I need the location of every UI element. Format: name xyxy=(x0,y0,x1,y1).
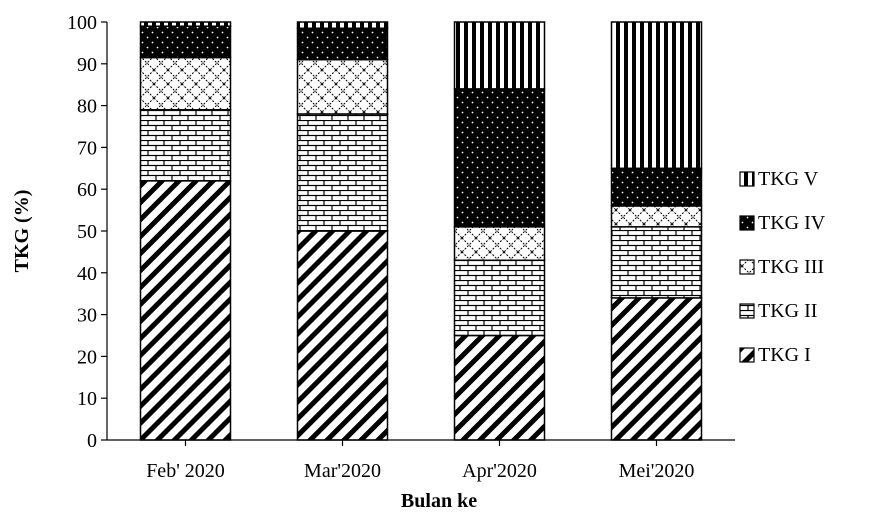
bar-tkg-iv-feb-2020 xyxy=(139,25,232,59)
bar-tkg-i-mar-2020 xyxy=(296,230,389,441)
bar-tkg-i-apr-2020 xyxy=(453,334,546,441)
legend-swatch-tkg-iv xyxy=(739,215,755,231)
axes-group: Feb' 2020 Mar'2020 Apr'2020 Mei'2020 0 10 20 30… xyxy=(67,12,735,482)
x-tick-label: Mar'2020 xyxy=(304,460,381,482)
bar-tkg-v-apr-2020 xyxy=(453,21,546,90)
legend-label-tkg-ii: TKG II xyxy=(758,300,817,322)
legend-swatch-tkg-i xyxy=(739,347,755,363)
x-axis-title: Bulan ke xyxy=(401,490,477,512)
bar-tkg-i-feb-2020 xyxy=(139,180,232,441)
bar-tkg-v-mei-2020 xyxy=(610,21,703,170)
legend-label-tkg-iii: TKG III xyxy=(758,256,824,278)
x-tick-label: Apr'2020 xyxy=(462,460,537,482)
legend-swatch-tkg-iii xyxy=(739,259,755,275)
legend-label-tkg-v: TKG V xyxy=(758,168,819,190)
y-tick-label: 100 xyxy=(67,12,97,34)
bar-tkg-iii-mei-2020 xyxy=(610,205,703,228)
y-axis-title: TKG (%) xyxy=(11,190,33,273)
bar-tkg-ii-mei-2020 xyxy=(610,226,703,299)
y-tick-label: 50 xyxy=(77,221,97,243)
bar-tkg-v-mar-2020 xyxy=(296,21,389,30)
y-tick-label: 80 xyxy=(77,96,97,118)
y-tick-label: 10 xyxy=(77,388,97,410)
bar-tkg-iv-mar-2020 xyxy=(296,27,389,61)
y-tick-label: 0 xyxy=(87,430,97,452)
bar-tkg-iv-apr-2020 xyxy=(453,88,546,228)
legend-label-tkg-iv: TKG IV xyxy=(758,212,826,234)
bar-tkg-iii-mar-2020 xyxy=(296,58,389,115)
x-tick-label: Mei'2020 xyxy=(619,460,695,482)
bar-tkg-v-feb-2020 xyxy=(139,21,232,27)
y-tick-label: 90 xyxy=(77,54,97,76)
bar-tkg-i-mei-2020 xyxy=(610,297,703,441)
y-tick-label: 30 xyxy=(77,305,97,327)
y-tick-label: 60 xyxy=(77,179,97,201)
legend-swatch-tkg-ii xyxy=(739,303,755,319)
bars-group xyxy=(139,21,703,441)
bar-tkg-ii-apr-2020 xyxy=(453,259,546,337)
bar-tkg-iii-feb-2020 xyxy=(139,56,232,111)
legend: TKG V TKG IV TKG III TKG II TKG I xyxy=(739,168,826,366)
y-tick-label: 70 xyxy=(77,137,97,159)
legend-label-tkg-i: TKG I xyxy=(758,344,811,366)
bar-tkg-ii-feb-2020 xyxy=(139,109,232,182)
y-tick-label: 20 xyxy=(77,346,97,368)
y-tick-label: 40 xyxy=(77,263,97,285)
bar-tkg-ii-mar-2020 xyxy=(296,113,389,232)
x-tick-label: Feb' 2020 xyxy=(146,460,225,482)
bar-tkg-iv-mei-2020 xyxy=(610,167,703,207)
bar-tkg-iii-apr-2020 xyxy=(453,226,546,262)
legend-swatch-tkg-v xyxy=(739,171,755,187)
